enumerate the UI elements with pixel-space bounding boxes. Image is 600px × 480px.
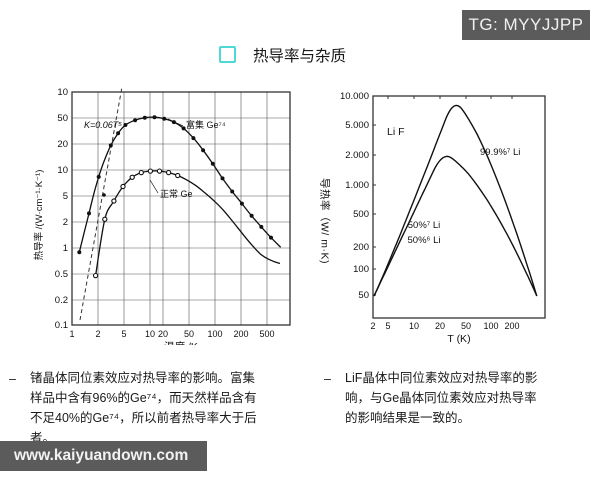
svg-text:0.1: 0.1	[55, 320, 68, 331]
svg-text:200: 200	[353, 242, 369, 253]
svg-text:100: 100	[207, 329, 222, 339]
svg-text:温度 /K: 温度 /K	[164, 340, 198, 345]
svg-text:500: 500	[353, 209, 369, 220]
svg-text:500: 500	[259, 329, 274, 339]
svg-text:50%⁶ Li: 50%⁶ Li	[408, 235, 441, 246]
svg-text:热导率 /(W·cm⁻¹·K⁻¹): 热导率 /(W·cm⁻¹·K⁻¹)	[33, 170, 45, 261]
svg-text:20: 20	[57, 139, 68, 150]
svg-text:Li F: Li F	[387, 126, 405, 138]
svg-text:1: 1	[63, 243, 68, 254]
svg-text:20: 20	[435, 321, 445, 331]
svg-text:5: 5	[63, 191, 68, 202]
svg-text:10: 10	[57, 87, 68, 98]
svg-text:20: 20	[158, 329, 168, 339]
svg-text:5.000: 5.000	[345, 120, 369, 131]
svg-text:2.000: 2.000	[345, 150, 369, 161]
svg-text:富集 Ge⁷⁴: 富集 Ge⁷⁴	[186, 119, 226, 130]
svg-text:2: 2	[63, 217, 68, 228]
svg-text:T (K): T (K)	[447, 333, 470, 345]
svg-text:K=0.06T⁵: K=0.06T⁵	[84, 120, 122, 130]
svg-text:5: 5	[121, 329, 126, 339]
svg-text:50%⁷ Li: 50%⁷ Li	[408, 220, 441, 231]
svg-text:50: 50	[461, 321, 471, 331]
svg-text:10: 10	[145, 329, 155, 339]
svg-text:0.2: 0.2	[55, 295, 68, 306]
svg-text:2: 2	[370, 321, 375, 331]
svg-text:10: 10	[409, 321, 419, 331]
svg-text:10: 10	[57, 165, 68, 176]
svg-text:50: 50	[184, 329, 194, 339]
svg-text:正常 Ge: 正常 Ge	[160, 188, 193, 199]
svg-text:50: 50	[358, 290, 369, 301]
svg-text:200: 200	[504, 321, 519, 331]
svg-text:200: 200	[233, 329, 248, 339]
svg-text:0.5: 0.5	[55, 269, 68, 280]
svg-text:99.9%⁷ Li: 99.9%⁷ Li	[480, 147, 520, 158]
svg-text:5: 5	[385, 321, 390, 331]
svg-text:50: 50	[57, 113, 68, 124]
svg-text:2: 2	[95, 329, 100, 339]
svg-text:100: 100	[353, 264, 369, 275]
svg-text:1: 1	[69, 329, 74, 339]
svg-text:1.000: 1.000	[345, 180, 369, 191]
svg-text:10.000: 10.000	[340, 91, 369, 102]
svg-text:100: 100	[483, 321, 498, 331]
